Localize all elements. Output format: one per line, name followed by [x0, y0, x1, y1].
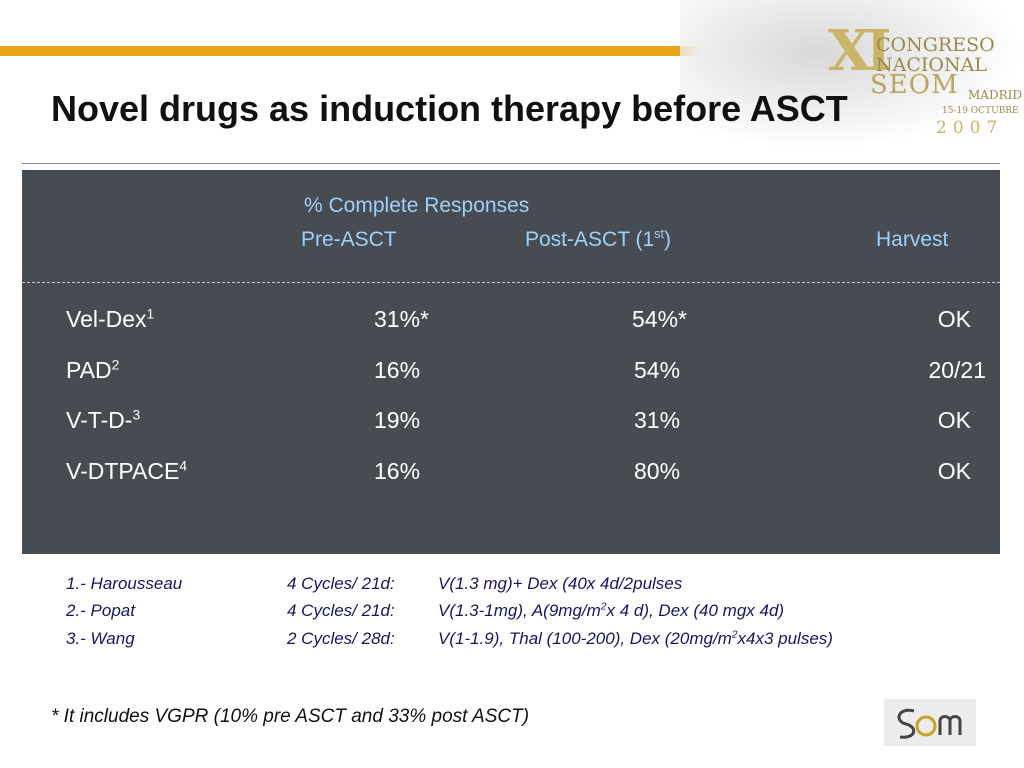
row-pre-value: 31%*: [374, 306, 429, 332]
row-harvest-value: OK: [937, 306, 971, 332]
col-header-post-end: ): [663, 228, 671, 251]
logo-org: SEOM: [870, 70, 959, 100]
ref-author: 1.- Harousseau: [66, 574, 183, 593]
row-name: V-DTPACE4: [66, 458, 187, 485]
row-harvest-value: 20/21: [928, 357, 986, 383]
row-name-sup: 1: [146, 306, 155, 322]
row-name-sup: 2: [111, 357, 120, 373]
ref-author: 2.- Popat: [66, 601, 135, 620]
row-name-text: V-DTPACE: [66, 458, 180, 484]
ref-regimen-sup: 2: [731, 629, 738, 641]
footnote: * It includes VGPR (10% pre ASCT and 33%…: [51, 706, 530, 727]
ref-regimen: V(1.3-1mg), A(9mg/m2x 4 d), Dex (40 mgx …: [438, 601, 784, 621]
seom-logo-icon: [884, 699, 976, 746]
ref-regimen-b: x 4 d), Dex (40 mgx 4d): [606, 601, 785, 620]
ref-cycles: 4 Cycles/ 21d:: [287, 574, 395, 593]
row-name-text: Vel-Dex: [66, 306, 147, 332]
ref-cycles: 2 Cycles/ 28d:: [287, 629, 395, 648]
row-pre-value: 19%: [374, 407, 421, 433]
logo-line-2: NACIONAL: [876, 54, 987, 76]
slide-title: Novel drugs as induction therapy before …: [51, 88, 848, 129]
logo-line-1: CONGRESO: [876, 34, 995, 56]
row-post-value: 54%: [634, 357, 681, 383]
row-harvest-value: OK: [937, 407, 971, 433]
row-name-text: V-T-D-: [66, 407, 133, 433]
col-header-post-text: Post-ASCT (1: [525, 228, 655, 251]
ref-regimen-b: x4x3 pulses): [737, 629, 833, 648]
row-name: V-T-D-3: [66, 407, 140, 434]
row-harvest-value: OK: [937, 458, 971, 484]
row-post-value: 80%: [634, 458, 681, 484]
logo-date: 15-19 OCTUBRE: [942, 106, 1019, 116]
col-header-pre: Pre-ASCT: [301, 228, 397, 251]
congress-logo: XI CONGRESO NACIONAL SEOM MADRID 15-19 O…: [680, 0, 1024, 150]
logo-year: 2007: [936, 118, 1004, 138]
accent-bar: [0, 46, 830, 56]
ref-regimen: V(1.3 mg)+ Dex (40x 4d/2pulses: [438, 574, 683, 593]
ref-regimen-a: V(1.3-1mg), A(9mg/m: [438, 601, 601, 620]
col-header-post-sup: st: [654, 227, 664, 241]
group-header: % Complete Responses: [304, 194, 530, 217]
row-name-sup: 4: [179, 458, 188, 474]
title-divider: [22, 163, 1000, 164]
row-name: PAD2: [66, 357, 119, 384]
row-post-value: 31%: [634, 407, 681, 433]
logo-mark: XI: [828, 18, 892, 84]
row-name: Vel-Dex1: [66, 306, 154, 333]
row-post-value: 54%*: [632, 306, 687, 332]
results-table: % Complete Responses Pre-ASCT Post-ASCT …: [22, 170, 1000, 554]
row-pre-value: 16%: [374, 357, 421, 383]
col-header-harvest: Harvest: [876, 228, 949, 251]
ref-regimen-a: V(1-1.9), Thal (100-200), Dex (20mg/m: [438, 629, 732, 648]
row-name-text: PAD: [66, 357, 112, 383]
row-name-sup: 3: [132, 407, 141, 423]
logo-background: [680, 0, 1024, 150]
logo-city: MADRID: [968, 88, 1022, 102]
ref-regimen: V(1-1.9), Thal (100-200), Dex (20mg/m2x4…: [438, 629, 833, 649]
ref-author: 3.- Wang: [66, 629, 135, 648]
header-divider: [22, 282, 1000, 283]
ref-regimen-sup: 2: [600, 601, 607, 613]
row-pre-value: 16%: [374, 458, 421, 484]
col-header-post: Post-ASCT (1st): [525, 228, 671, 252]
ref-cycles: 4 Cycles/ 21d:: [287, 601, 395, 620]
